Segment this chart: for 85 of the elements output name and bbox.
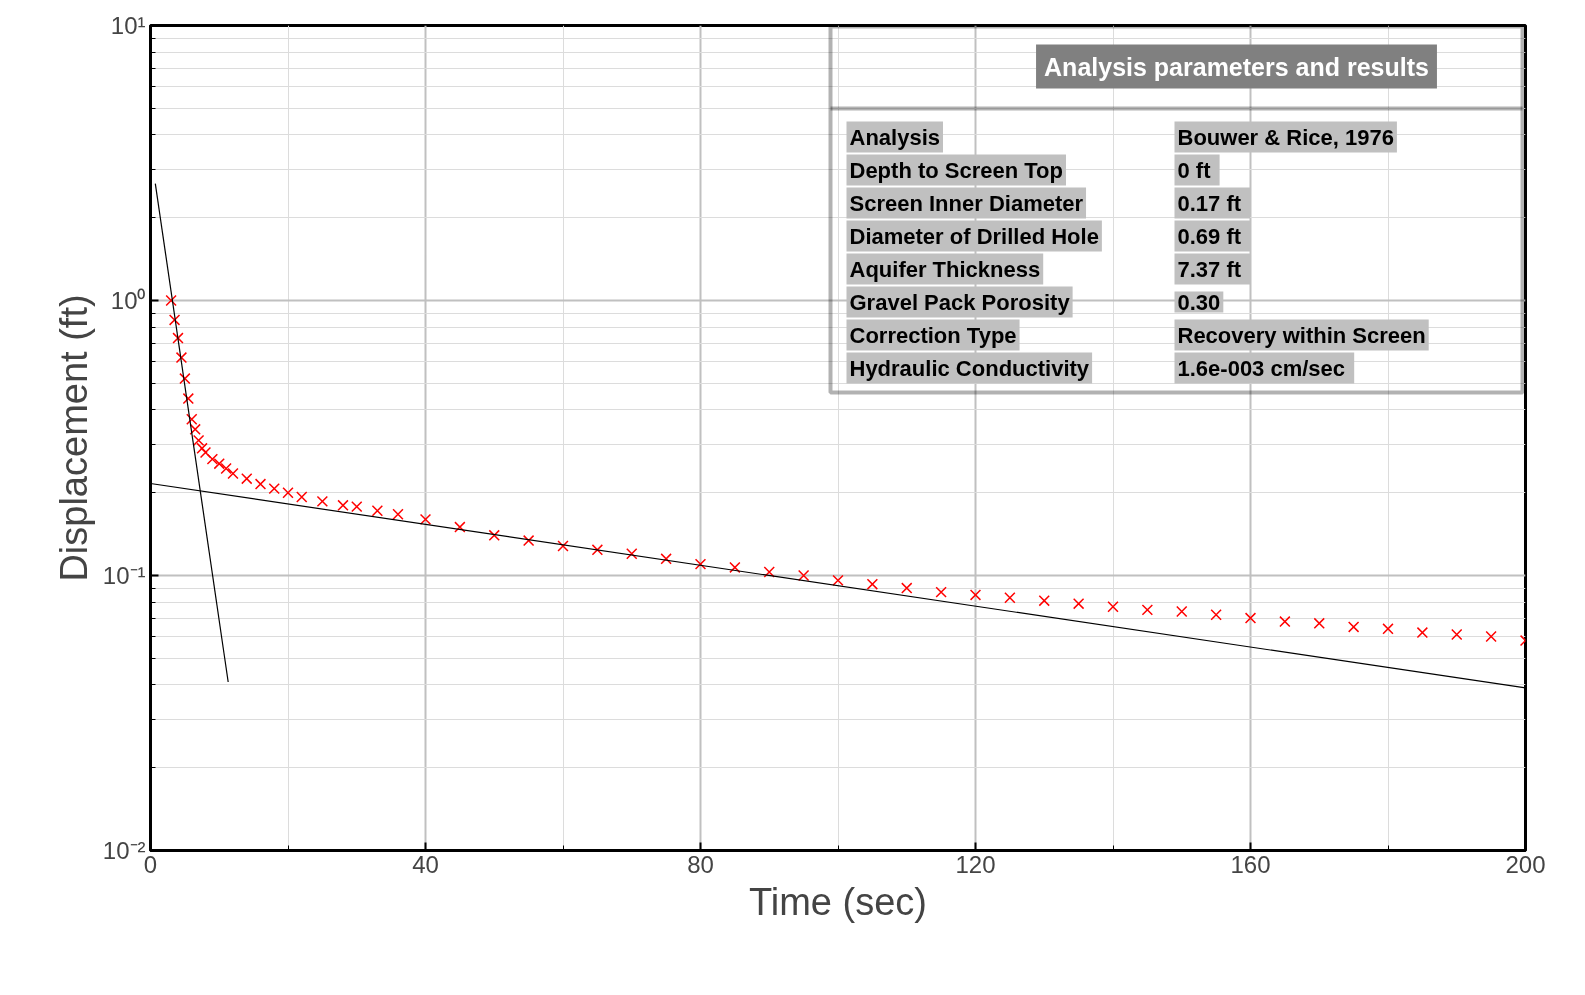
point [763,566,775,578]
annotation: 1.6e-003 cm/sec [1177,355,1346,381]
point [179,372,191,385]
point [832,574,844,587]
point [192,434,205,447]
point [488,529,500,542]
point [254,478,267,490]
annotation: 7.37 ft [1177,256,1242,282]
point [1347,621,1360,633]
x-tick-label: 160 [1230,850,1271,878]
point [1072,597,1085,610]
point [660,553,672,565]
point [392,508,404,520]
point [371,505,384,517]
y-tick-label: 10⁰ [110,287,146,314]
point [296,491,308,503]
point [196,442,208,455]
x-tick-label: 120 [955,850,996,878]
annotation: Hydraulic Conductivity [849,355,1090,381]
point [1451,628,1463,641]
point [168,314,181,326]
annotation: Correction Type [849,322,1017,348]
point [1141,604,1154,616]
annotation: Diameter of Drilled Hole [849,223,1099,249]
point [729,561,741,574]
point [220,462,232,475]
point [351,500,363,513]
y-tick-label: 10⁻² [102,837,146,864]
point [626,548,638,560]
annotation: 0 ft [1177,157,1212,183]
x-tick-label: 200 [1505,850,1546,878]
point [1107,601,1119,613]
point [1038,594,1050,607]
y-tick-label: 10¹ [110,12,146,39]
point [1176,605,1188,618]
annotation: Recovery within Screen [1177,322,1426,348]
point [1485,630,1497,643]
point [1244,612,1257,624]
point [866,578,879,590]
point [175,351,188,364]
point [316,495,329,508]
point [1279,615,1291,628]
point [337,499,349,511]
x-tick-label: 40 [412,850,439,878]
annotation: 0.69 ft [1177,223,1242,249]
point [969,589,982,601]
point [797,569,810,582]
point [1382,623,1394,635]
x-tick-label: 80 [687,850,714,878]
point [213,458,225,470]
point [454,521,466,533]
point [1210,609,1222,621]
annotation: Analysis parameters and results [1044,52,1429,81]
point [1416,626,1429,639]
point [1313,617,1325,630]
point [241,472,253,485]
point [282,487,294,499]
point [165,294,177,307]
annotation: Gravel Pack Porosity [849,289,1071,315]
point [199,446,212,459]
x-axis-title: Time (sec) [748,880,928,923]
point [522,534,535,547]
point [206,453,219,465]
point [901,582,913,594]
point [268,482,280,495]
annotation: Bouwer & Rice, 1976 [1177,124,1394,150]
annotation: Analysis [849,124,940,150]
annotation: Screen Inner Diameter [849,190,1084,216]
point [557,540,569,552]
point [1004,592,1016,604]
point [227,467,239,480]
annotation: Depth to Screen Top [849,157,1063,183]
point [591,544,604,556]
point [172,332,184,344]
y-tick-label: 10⁻¹ [102,562,146,589]
y-axis-title: Displacement (ft) [52,294,95,582]
annotation: 0.17 ft [1177,190,1242,216]
point [694,558,707,570]
point [935,586,947,598]
annotation: 0.30 [1177,289,1221,315]
annotation: Aquifer Thickness [849,256,1041,282]
point [186,413,198,425]
point [189,423,201,436]
point [182,392,195,405]
point [419,513,432,526]
